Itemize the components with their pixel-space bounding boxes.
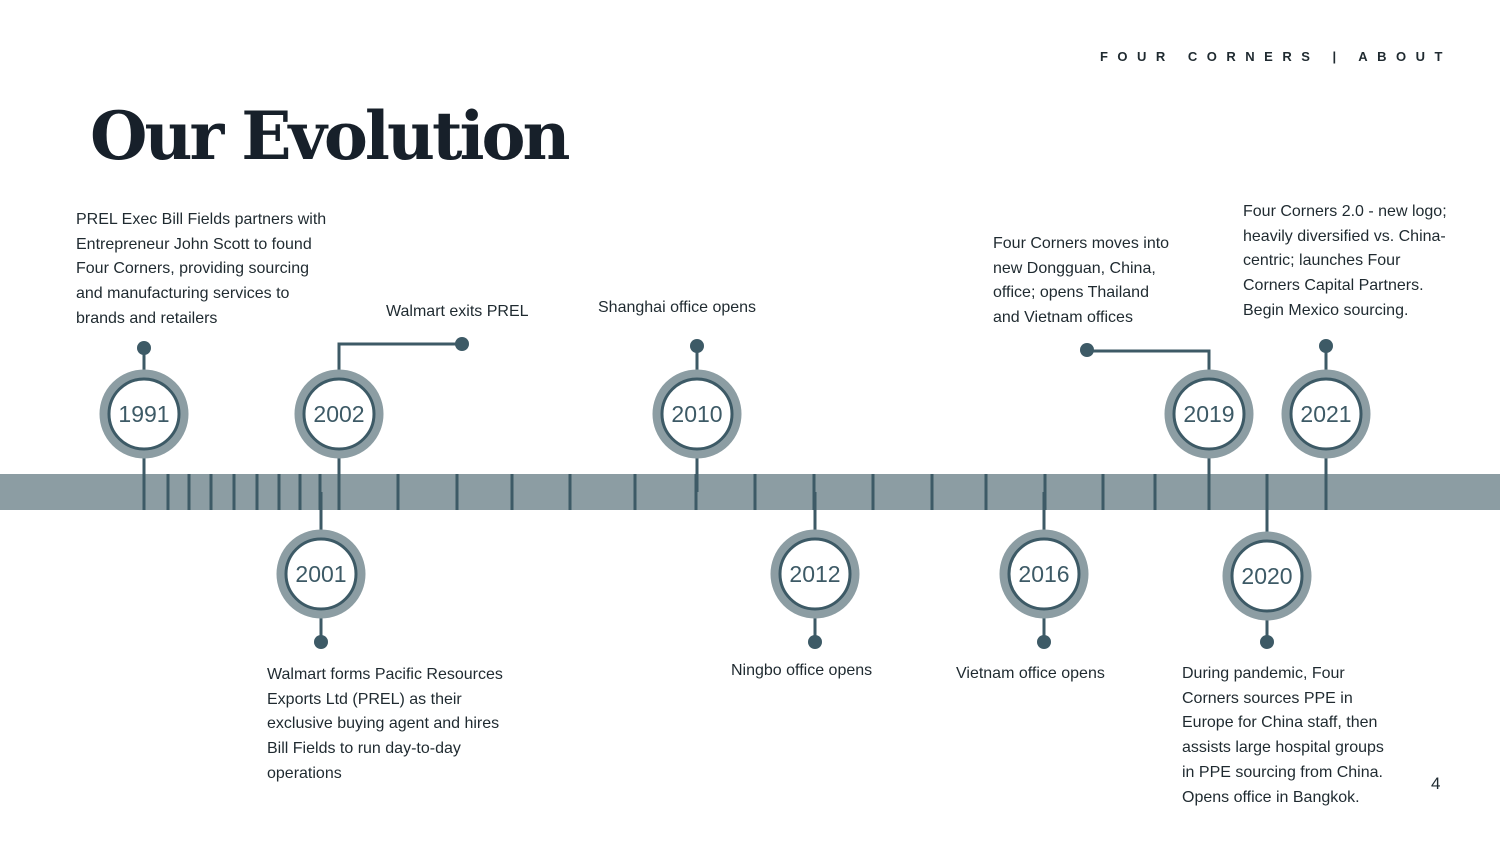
milestone-2002-dot <box>455 337 469 351</box>
milestone-2010-circle <box>660 377 734 451</box>
milestone-2021-text: Four Corners 2.0 - new logo; heavily div… <box>1243 203 1447 319</box>
milestone-2019-text: Four Corners moves into new Dongguan, Ch… <box>993 235 1170 327</box>
milestone-2016-year: 2016 <box>1018 561 1069 587</box>
milestone-2020-text: During pandemic, Four Corners sources PP… <box>1182 665 1384 806</box>
milestone-2001-dot <box>314 635 328 649</box>
milestone-2019-circle <box>1172 377 1246 451</box>
milestone-2001-text: Walmart forms Pacific Resources Exports … <box>267 666 503 782</box>
milestone-2021-year: 2021 <box>1300 401 1351 427</box>
milestone-2012-text: Ningbo office opens <box>731 662 873 679</box>
milestone-2019-dot <box>1080 343 1094 357</box>
page-title: Our Evolution <box>90 97 571 175</box>
milestone-1991-dot <box>137 341 151 355</box>
milestone-2012-circle <box>778 537 852 611</box>
milestone-2010-dot <box>690 339 704 353</box>
milestone-2020-dot <box>1260 635 1274 649</box>
milestone-2002-text: Walmart exits PREL <box>386 303 529 320</box>
page-number: 4 <box>1431 774 1441 793</box>
milestone-1991-circle <box>107 377 181 451</box>
milestone-2019-connector <box>1087 349 1211 372</box>
milestone-2001-circle <box>284 537 358 611</box>
milestone-2002-year: 2002 <box>313 401 364 427</box>
milestone-2016-text: Vietnam office opens <box>956 665 1105 682</box>
milestone-2020-circle <box>1230 539 1304 613</box>
milestone-2010-text: Shanghai office opens <box>598 299 757 316</box>
milestone-2002-connector <box>337 342 462 372</box>
milestone-2016-dot <box>1037 635 1051 649</box>
milestone-2012-dot <box>808 635 822 649</box>
milestone-2021-dot <box>1319 339 1333 353</box>
milestone-2002-circle <box>302 377 376 451</box>
milestone-2021-circle <box>1289 377 1363 451</box>
milestone-2012-year: 2012 <box>789 561 840 587</box>
milestone-2019-year: 2019 <box>1183 401 1234 427</box>
timeline-connectors <box>137 337 1333 649</box>
header-label: FOUR CORNERS | ABOUT <box>1099 49 1452 64</box>
milestone-2010-year: 2010 <box>671 401 722 427</box>
milestone-1991-year: 1991 <box>118 401 169 427</box>
milestone-1991-text: PREL Exec Bill Fields partners with Entr… <box>76 211 327 327</box>
milestone-2001-year: 2001 <box>295 561 346 587</box>
timeline-nodes: 1991 2001 2002 2010 2012 2016 2019 2020 2021 <box>99 369 1371 621</box>
timeline-track <box>0 474 1500 510</box>
milestone-2020-year: 2020 <box>1241 563 1292 589</box>
milestone-2016-circle <box>1007 537 1081 611</box>
